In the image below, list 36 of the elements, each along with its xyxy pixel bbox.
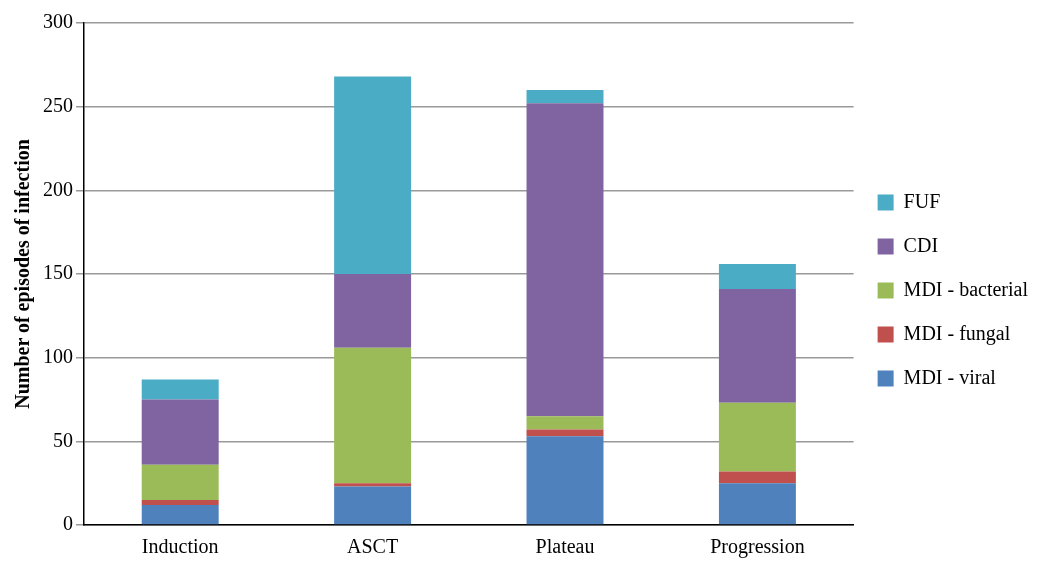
bar bbox=[526, 103, 604, 417]
bar bbox=[718, 471, 796, 484]
x-tick-label: Progression bbox=[710, 535, 805, 559]
y-tick-label: 0 bbox=[63, 512, 73, 535]
legend-label: MDI - fungal bbox=[903, 321, 1011, 345]
x-tick-label: Plateau bbox=[535, 535, 595, 558]
bar bbox=[718, 289, 796, 403]
bar bbox=[141, 504, 219, 525]
y-tick-label: 50 bbox=[53, 428, 73, 451]
y-axis-title: Number of episodes of infection bbox=[11, 139, 35, 409]
x-tick-label: ASCT bbox=[347, 535, 399, 558]
x-tick-label: Induction bbox=[141, 535, 219, 558]
bar bbox=[526, 89, 604, 104]
bar bbox=[718, 263, 796, 290]
bar bbox=[334, 274, 412, 348]
y-tick-label: 300 bbox=[43, 10, 73, 33]
bar bbox=[141, 379, 219, 400]
bar bbox=[334, 76, 412, 274]
legend-label: MDI - bacterial bbox=[903, 277, 1029, 300]
bar bbox=[141, 399, 219, 465]
bar bbox=[141, 464, 219, 500]
y-tick-label: 150 bbox=[43, 261, 73, 284]
bar bbox=[334, 347, 412, 484]
bar bbox=[334, 483, 412, 487]
bar bbox=[334, 486, 412, 525]
bar bbox=[141, 499, 219, 505]
legend-label: MDI - viral bbox=[903, 365, 997, 388]
legend-label: CDI bbox=[903, 233, 939, 256]
y-tick-label: 250 bbox=[43, 93, 73, 116]
legend-label: FUF bbox=[903, 189, 941, 212]
y-tick-label: 100 bbox=[43, 344, 73, 367]
y-tick-label: 200 bbox=[43, 177, 73, 200]
bar bbox=[718, 402, 796, 472]
bar bbox=[718, 483, 796, 525]
bar bbox=[526, 436, 604, 525]
bar bbox=[526, 416, 604, 430]
